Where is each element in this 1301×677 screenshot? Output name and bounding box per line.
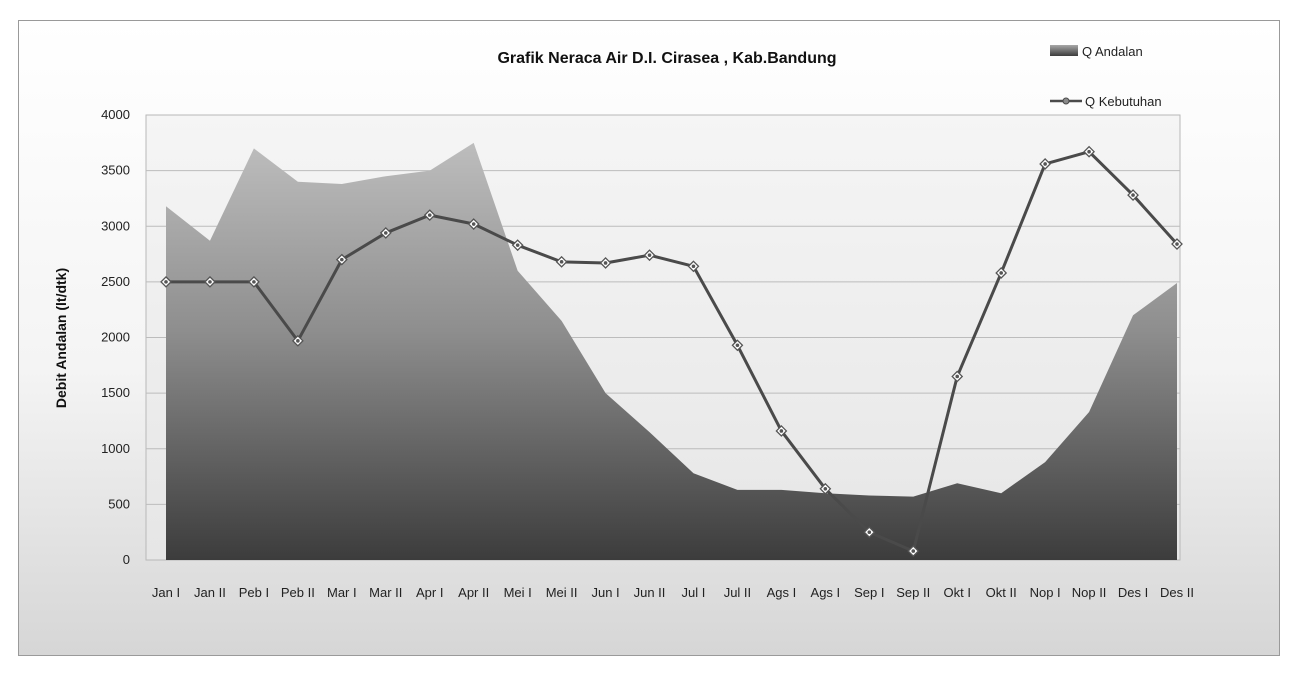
y-tick-label-3000: 3000 (101, 218, 130, 233)
q-andalan-area-layer (166, 142, 1177, 560)
q-kebutuhan-point-dot-8 (471, 222, 476, 226)
x-tick-label-6: Mar II (369, 585, 402, 600)
q-kebutuhan-point-dot-15 (779, 429, 784, 433)
q-kebutuhan-point-dot-18 (911, 549, 916, 553)
x-tick-label-7: Apr I (416, 585, 443, 600)
legend-swatch-q-andalan (1050, 45, 1078, 56)
x-tick-label-13: Jul I (682, 585, 706, 600)
y-tick-label-0: 0 (123, 552, 130, 567)
x-tick-label-21: Nop I (1030, 585, 1061, 600)
x-tick-label-1: Jan I (152, 585, 180, 600)
y-tick-label-1000: 1000 (101, 441, 130, 456)
x-tick-label-16: Ags I (811, 585, 841, 600)
legend-swatch-q-kebutuhan-marker (1062, 97, 1070, 105)
legend-label-q-kebutuhan: Q Kebutuhan (1085, 94, 1162, 109)
y-tick-label-3500: 3500 (101, 163, 130, 178)
legend: Q Andalan Q Kebutuhan (1050, 44, 1162, 109)
q-kebutuhan-point-dot-7 (427, 213, 432, 217)
q-kebutuhan-line-layer (160, 145, 1183, 558)
y-tick-label-1500: 1500 (101, 385, 130, 400)
x-tick-label-20: Okt II (986, 585, 1017, 600)
x-tick-label-23: Des I (1118, 585, 1148, 600)
q-kebutuhan-point-dot-12 (647, 253, 652, 257)
chart-frame: 0 500 1000 1500 2000 2500 3000 3500 4000 Jan I Ja… (18, 20, 1280, 656)
x-tick-label-5: Mar I (327, 585, 357, 600)
x-tick-label-14: Jul II (724, 585, 751, 600)
q-kebutuhan-point-dot-19 (955, 374, 960, 379)
x-tick-label-18: Sep II (896, 585, 930, 600)
q-kebutuhan-point-dot-4 (296, 339, 300, 343)
q-kebutuhan-point-dot-24 (1175, 242, 1179, 246)
q-kebutuhan-point-dot-22 (1087, 149, 1091, 154)
y-tick-label-4000: 4000 (101, 107, 130, 122)
x-tick-label-22: Nop II (1072, 585, 1107, 600)
q-kebutuhan-point-dot-3 (252, 280, 256, 284)
x-tick-label-8: Apr II (458, 585, 489, 600)
q-kebutuhan-point-dot-10 (559, 260, 564, 264)
q-kebutuhan-point-dot-14 (735, 343, 740, 348)
legend-label-q-andalan: Q Andalan (1082, 44, 1143, 59)
x-tick-label-9: Mei I (504, 585, 532, 600)
chart-title: Grafik Neraca Air D.I. Cirasea , Kab.Ban… (497, 50, 836, 67)
x-tick-label-12: Jun II (634, 585, 666, 600)
y-tick-label-2500: 2500 (101, 274, 130, 289)
x-tick-label-3: Peb I (239, 585, 269, 600)
x-tick-label-10: Mei II (546, 585, 578, 600)
y-tick-label-2000: 2000 (101, 330, 130, 345)
q-kebutuhan-point-dot-21 (1043, 162, 1047, 166)
q-kebutuhan-point-dot-13 (691, 264, 696, 269)
q-kebutuhan-point-dot-2 (208, 280, 212, 284)
x-tick-label-15: Ags I (767, 585, 797, 600)
q-kebutuhan-point-dot-1 (164, 280, 168, 284)
x-axis-ticks: Jan I Jan II Peb I Peb II Mar I Mar II Apr I Ap… (152, 585, 1194, 600)
x-tick-label-17: Sep I (854, 585, 884, 600)
q-kebutuhan-point-dot-5 (340, 257, 344, 262)
y-axis-ticks: 0 500 1000 1500 2000 2500 3000 3500 4000 (101, 107, 130, 567)
x-tick-label-2: Jan II (194, 585, 226, 600)
series-q-andalan-area (166, 142, 1177, 560)
q-kebutuhan-point-dot-11 (603, 261, 608, 265)
q-kebutuhan-point-dot-9 (515, 243, 520, 247)
x-tick-label-11: Jun I (591, 585, 619, 600)
y-axis-title: Debit Andalan (lt/dtk) (53, 268, 69, 408)
q-kebutuhan-point-dot-6 (383, 231, 388, 235)
x-tick-label-24: Des II (1160, 585, 1194, 600)
y-tick-label-500: 500 (108, 496, 130, 511)
q-kebutuhan-point-dot-23 (1131, 193, 1135, 197)
q-kebutuhan-point-dot-16 (823, 487, 828, 491)
x-tick-label-4: Peb II (281, 585, 315, 600)
x-tick-label-19: Okt I (943, 585, 970, 600)
q-kebutuhan-point-dot-17 (867, 530, 872, 534)
q-kebutuhan-point-dot-20 (999, 271, 1003, 275)
series-q-kebutuhan-line (166, 150, 1179, 553)
